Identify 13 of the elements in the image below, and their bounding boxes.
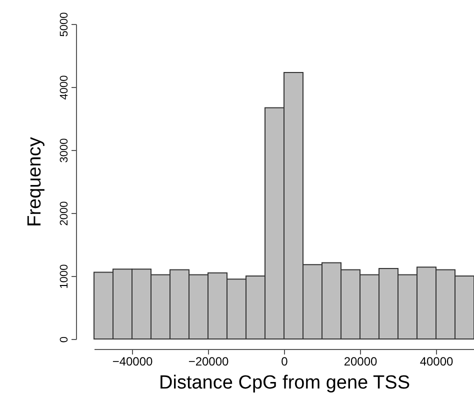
x-tick-label: 20000	[344, 354, 378, 368]
x-tick-label: −40000	[112, 354, 154, 368]
y-tick-label: 3000	[58, 138, 70, 163]
y-axis-title: Frequency	[24, 136, 46, 227]
y-tick-label: 5000	[58, 12, 70, 37]
y-tick-label: 2000	[58, 201, 70, 226]
y-tick-label: 0	[58, 336, 70, 343]
x-tick-label: −20000	[188, 354, 230, 368]
x-axis-title: Distance CpG from gene TSS	[159, 372, 410, 394]
x-tick-label: 40000	[420, 354, 454, 368]
x-tick-label: 0	[281, 354, 288, 368]
y-tick-label: 4000	[58, 75, 70, 100]
y-tick-label: 1000	[58, 264, 70, 289]
